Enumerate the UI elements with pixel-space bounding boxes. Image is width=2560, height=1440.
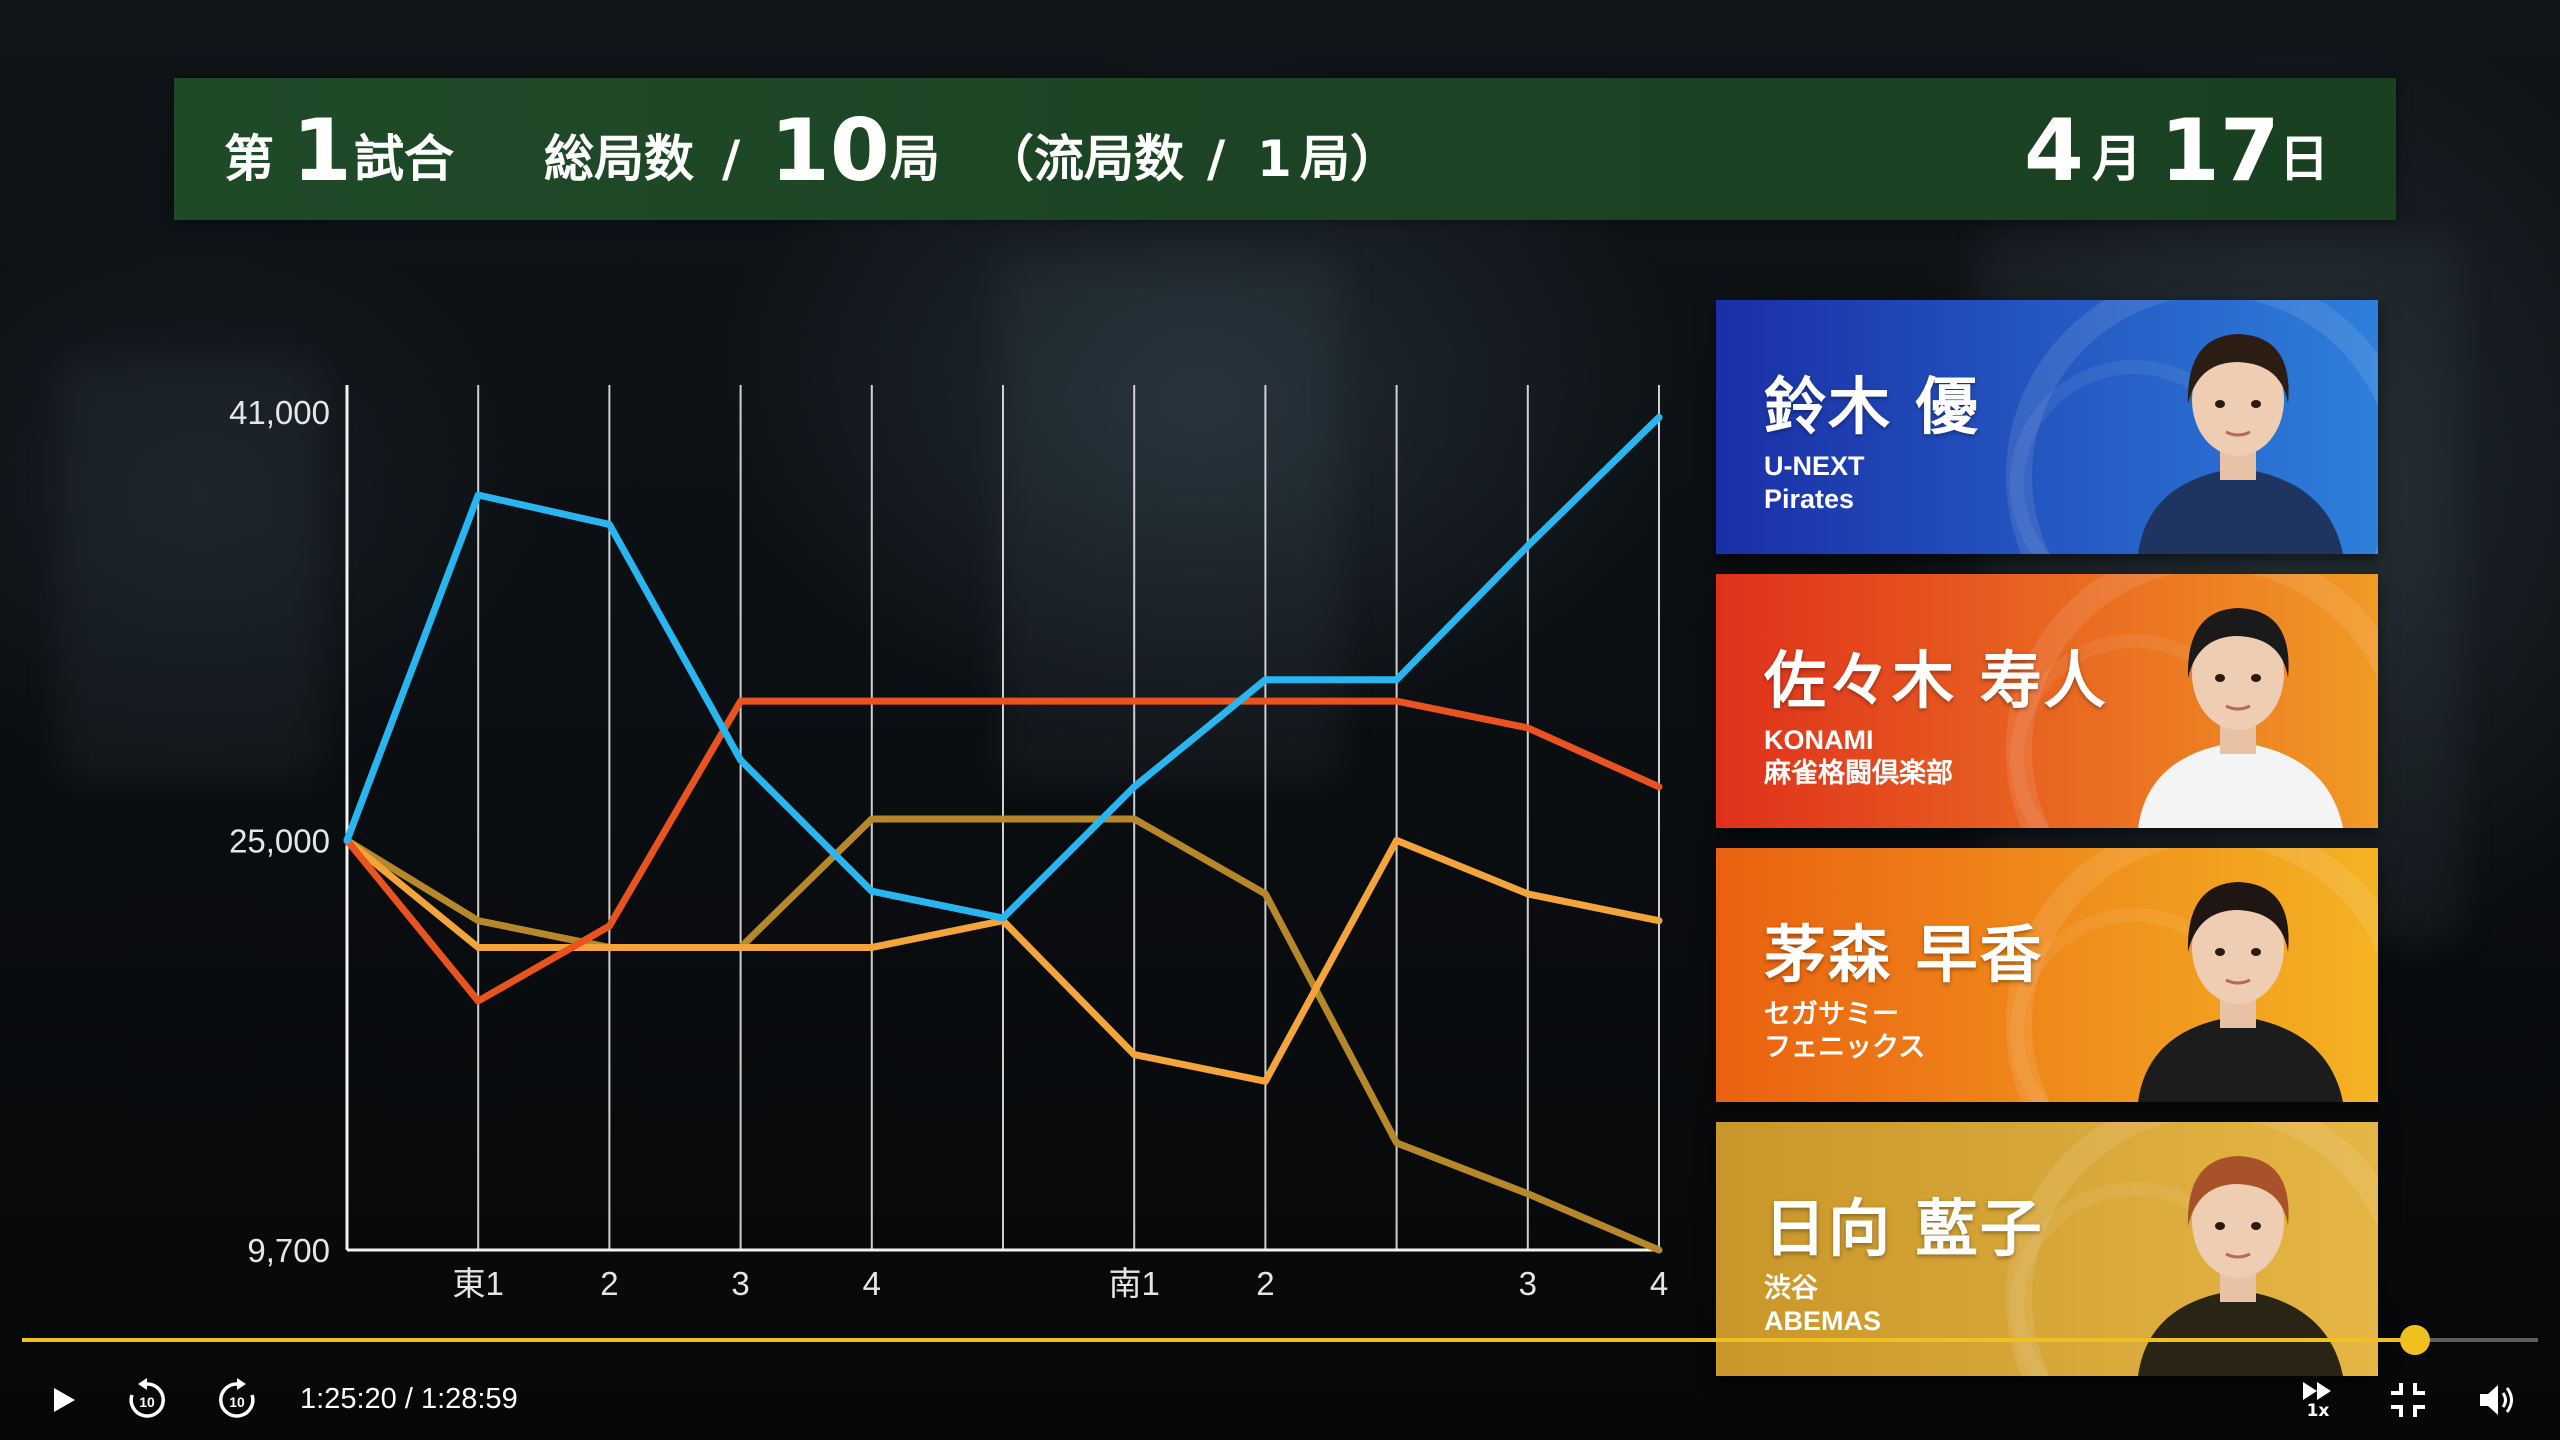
x-tick-label: 2 [1256, 1265, 1274, 1302]
play-button[interactable] [42, 1375, 86, 1425]
volume-button[interactable] [2476, 1375, 2520, 1425]
speed-icon [2303, 1382, 2331, 1400]
x-tick-label: 3 [731, 1265, 749, 1302]
player-team: KONAMI 麻雀格闘倶楽部 [1764, 724, 1953, 790]
player-portrait [2138, 334, 2343, 554]
time-display: 1:25:20 / 1:28:59 [300, 1383, 518, 1416]
exit-fullscreen-button[interactable] [2386, 1375, 2430, 1425]
player-team: U-NEXT Pirates [1764, 450, 1865, 516]
team-name-line1: U-NEXT [1764, 451, 1865, 481]
series-line [343, 413, 1663, 922]
player-name: 日向 藍子 [1764, 1192, 2044, 1265]
exit-fullscreen-icon [2391, 1383, 2425, 1417]
player-portrait [2138, 882, 2343, 1102]
player-team: セガサミー フェニックス [1764, 998, 1925, 1064]
shiai-label: 試合 [354, 130, 454, 188]
current-time: 1:25:20 [300, 1383, 397, 1415]
team-name-line1: セガサミー [1764, 999, 1899, 1029]
progress-bar[interactable] [22, 1325, 2538, 1355]
x-tick-label: 東1 [453, 1265, 504, 1302]
total-rounds-label: 総局数 [544, 130, 694, 188]
forward-10-button[interactable]: 10 [212, 1375, 262, 1425]
ryukyoku-count: 1 [1257, 130, 1292, 188]
y-tick-label: 25,000 [229, 822, 330, 859]
player-name: 茅森 早香 [1764, 918, 2044, 991]
forward-10-icon: 10 [219, 1378, 255, 1418]
rewind-10-icon: 10 [129, 1378, 165, 1418]
slash-separator-2: / [1207, 130, 1226, 188]
svg-text:10: 10 [139, 1394, 155, 1410]
total-rounds-value: 10 [770, 101, 890, 201]
rewind-10-button[interactable]: 10 [122, 1375, 172, 1425]
player-portrait [2138, 608, 2343, 828]
game-number: 1 [292, 101, 352, 201]
date-day: 17 [2160, 101, 2280, 201]
player-name: 佐々木 寿人 [1764, 644, 2108, 717]
x-tick-label: 4 [863, 1265, 881, 1302]
match-info-header: 第 1 試合 総局数 / 10 局 （流局数 / 1 局） 4 月 17 日 [174, 78, 2396, 220]
player-team: 渋谷 ABEMAS [1764, 1272, 1881, 1338]
dai-label: 第 [224, 130, 274, 188]
team-name-line2: フェニックス [1764, 1032, 1926, 1062]
kyoku-label: 局 [890, 130, 940, 188]
player-card: 茅森 早香セガサミー フェニックス [1716, 848, 2378, 1102]
score-line-chart: 41,000 25,000 9,700 東1 2 3 4 南1 2 3 4 [229, 385, 1668, 1302]
volume-icon [2480, 1385, 2513, 1415]
y-tick-label: 9,700 [247, 1232, 330, 1269]
series-line [343, 815, 1663, 1254]
team-name-line2: ABEMAS [1764, 1306, 1882, 1336]
y-tick-label: 41,000 [229, 394, 330, 431]
player-portrait [2138, 1156, 2343, 1376]
date-month: 4 [2024, 101, 2084, 201]
date-day-unit: 日 [2279, 130, 2329, 188]
player-card: 日向 藍子渋谷 ABEMAS [1716, 1122, 2378, 1376]
player-card: 佐々木 寿人 KONAMI 麻雀格闘倶楽部 [1716, 574, 2378, 828]
x-tick-label: 2 [600, 1265, 618, 1302]
progress-fill [22, 1338, 2415, 1342]
series-line [343, 697, 1663, 1005]
x-tick-label: 3 [1519, 1265, 1537, 1302]
ryukyoku-unit: 局） [1300, 130, 1400, 188]
team-name-line2: 麻雀格闘倶楽部 [1764, 758, 1953, 788]
slash-separator: / [722, 130, 741, 188]
player-name: 鈴木 優 [1764, 370, 1980, 443]
date-month-unit: 月 [2092, 130, 2142, 188]
time-separator: / [396, 1383, 421, 1415]
speed-label: 1x [2306, 1401, 2330, 1421]
progress-knob[interactable] [2399, 1325, 2430, 1355]
duration: 1:28:59 [420, 1383, 518, 1415]
x-tick-label: 4 [1650, 1265, 1668, 1302]
speed-button[interactable]: 1x [2296, 1375, 2340, 1425]
ryukyoku-label: （流局数 [984, 130, 1184, 188]
player-card: 鈴木 優 U-NEXT Pirates [1716, 300, 2378, 554]
team-name-line2: Pirates [1764, 484, 1855, 514]
x-tick-label: 南1 [1109, 1265, 1160, 1302]
play-icon [54, 1388, 75, 1412]
team-name-line1: 渋谷 [1764, 1273, 1818, 1303]
team-name-line1: KONAMI [1764, 725, 1874, 755]
svg-text:10: 10 [229, 1394, 245, 1410]
